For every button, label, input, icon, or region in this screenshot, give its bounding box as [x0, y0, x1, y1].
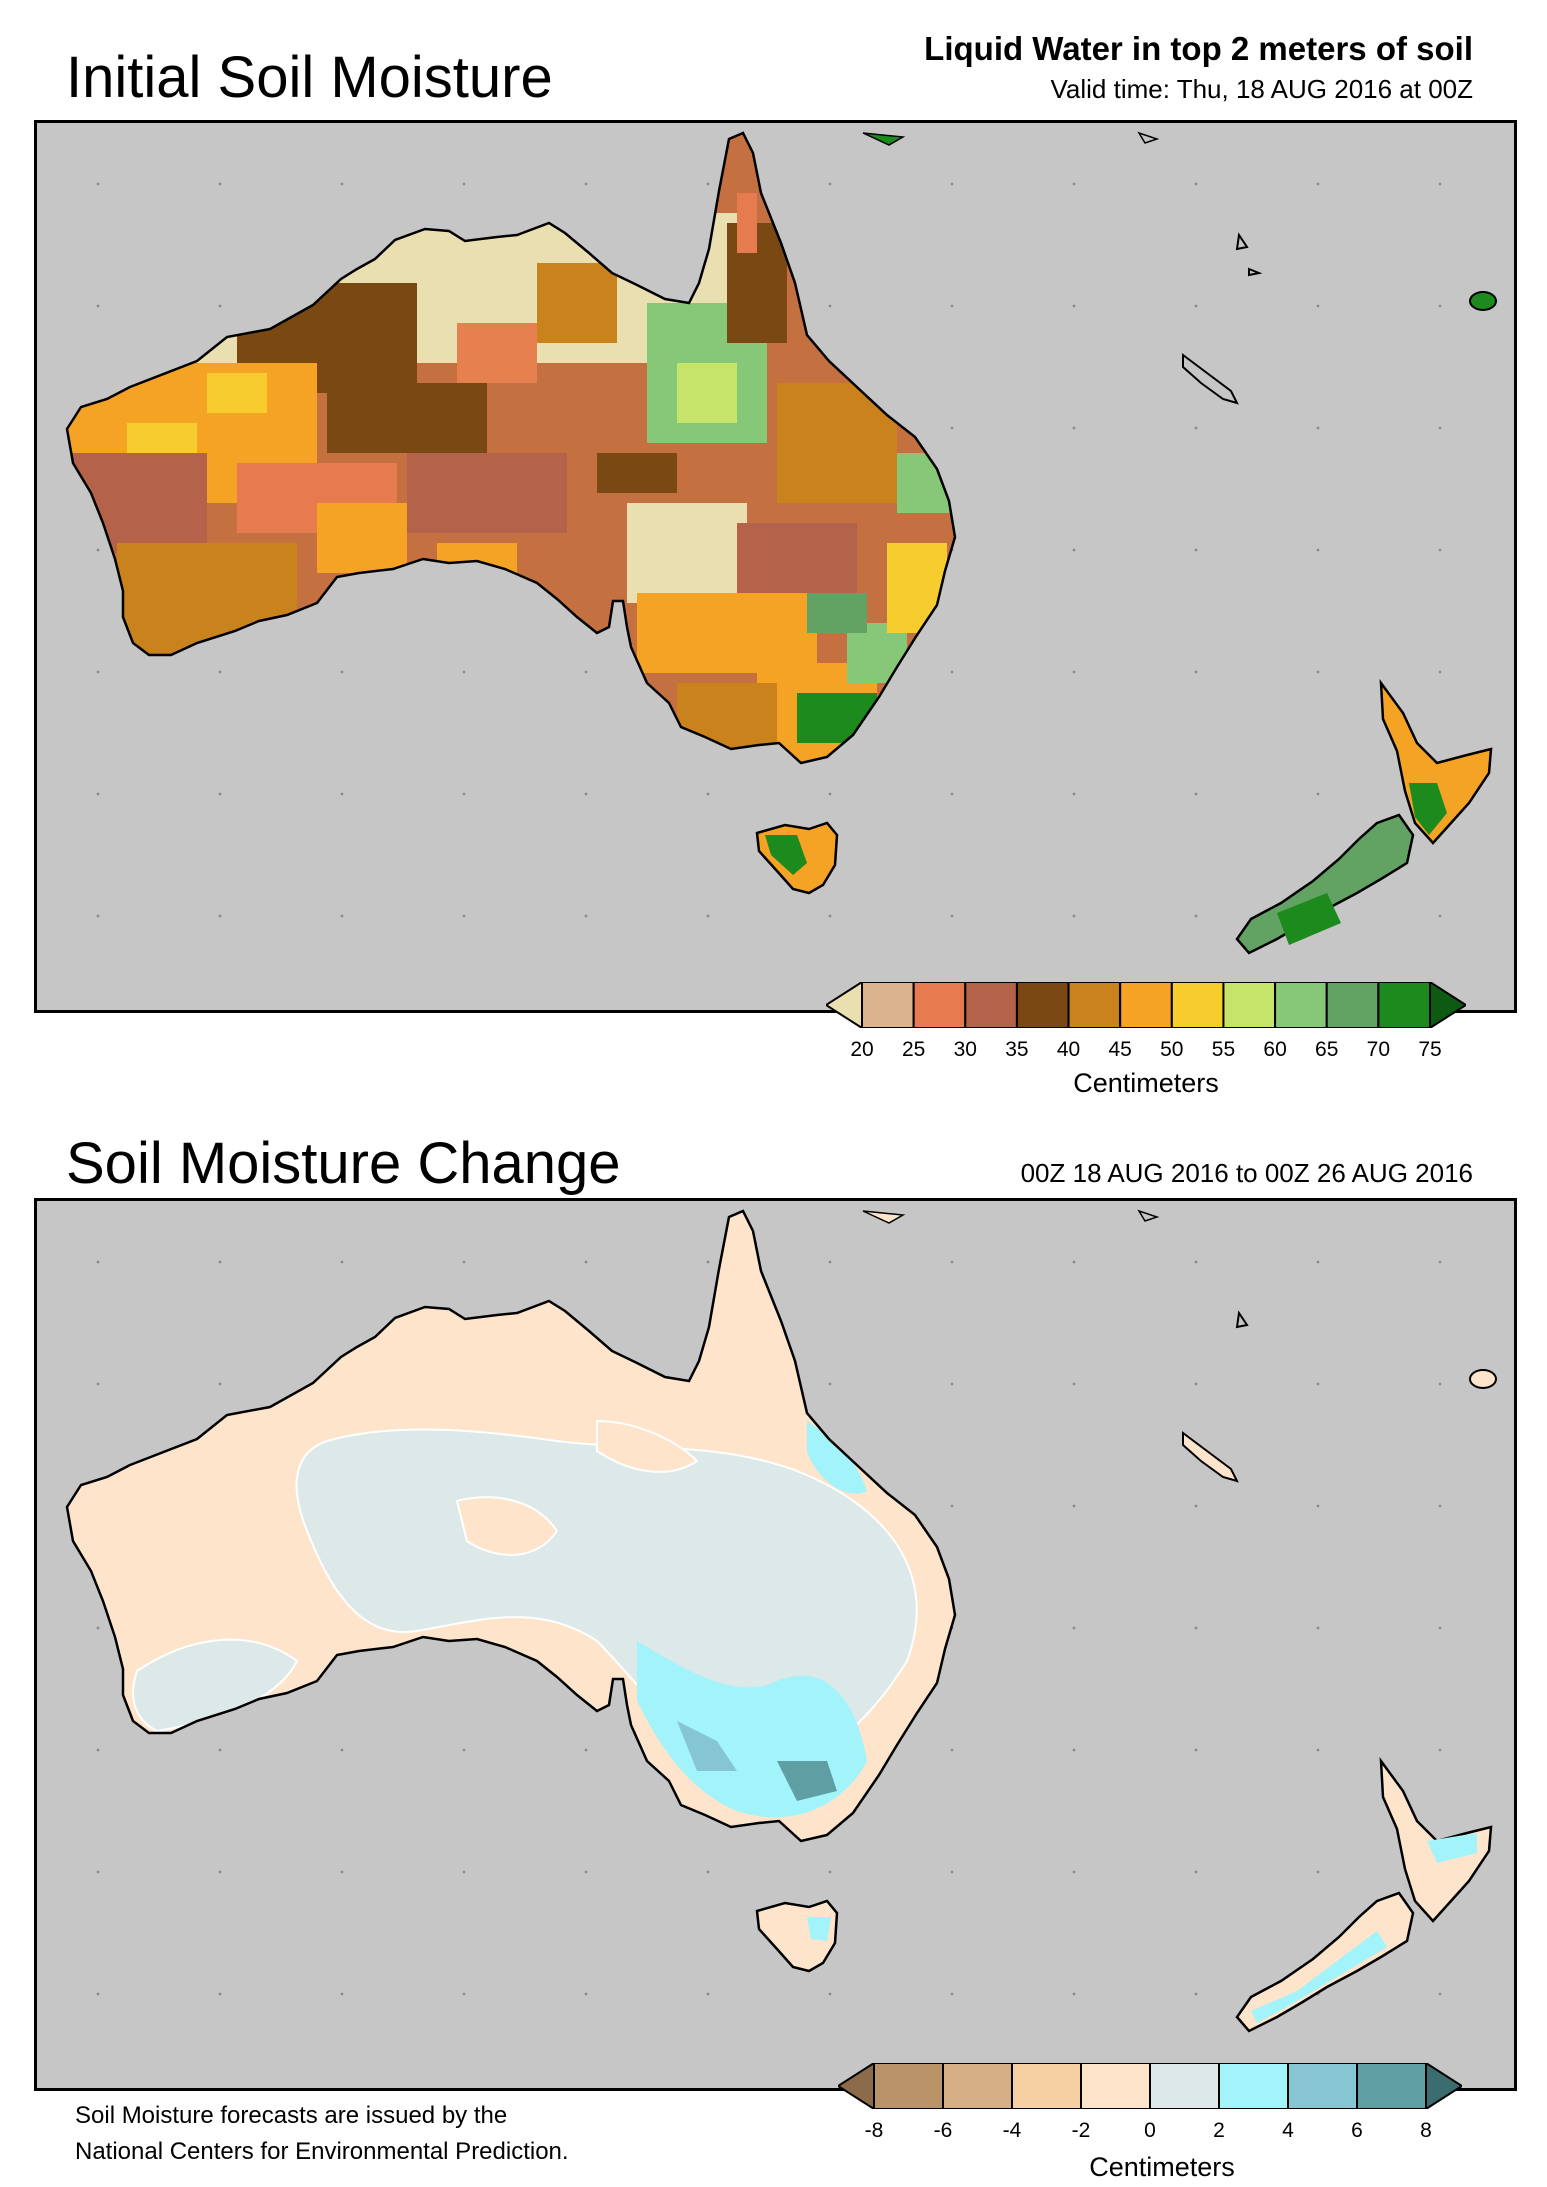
colorbar-swatch — [1015, 981, 1070, 1029]
bottom-panel-period: 00Z 18 AUG 2016 to 00Z 26 AUG 2016 — [1021, 1158, 1473, 1189]
colorbar-tick-label: 4 — [1282, 2119, 1294, 2142]
colorbar-swatch — [1429, 980, 1468, 1030]
bottom-map-frame — [34, 1198, 1517, 2091]
colorbar-tick-label: 35 — [1005, 1038, 1029, 1061]
colorbar-swatch — [1274, 981, 1328, 1029]
colorbar-tick-label: -2 — [1071, 2119, 1091, 2142]
colorbar-tick-label: 45 — [1108, 1038, 1132, 1061]
colorbar-swatch — [1222, 981, 1277, 1029]
bottom-panel-period-text: 00Z 18 AUG 2016 to 00Z 26 AUG 2016 — [1020, 1158, 1473, 1188]
colorbar-tick-label: 55 — [1211, 1038, 1236, 1061]
colorbar-swatch — [942, 2062, 1013, 2110]
top-map — [37, 123, 1514, 1010]
colorbar-swatch — [1080, 2062, 1151, 2110]
colorbar-tick-label: 65 — [1315, 1038, 1339, 1061]
colorbar-swatch — [1119, 981, 1173, 1029]
colorbar-swatch — [1067, 981, 1122, 1029]
colorbar-swatch — [1287, 2062, 1358, 2110]
bottom-panel-title: Soil Moisture Change — [66, 1131, 621, 1196]
top-panel-title: Initial Soil Moisture — [66, 45, 553, 110]
colorbar-tick-label: 2 — [1213, 2119, 1225, 2142]
colorbar-swatch — [1425, 2061, 1464, 2111]
footer-line-1: Soil Moisture forecasts are issued by th… — [75, 2102, 508, 2129]
colorbar-tick-label: -8 — [864, 2119, 884, 2142]
footer-note: Soil Moisture forecasts are issued by th… — [75, 2098, 569, 2170]
top-colorbar-swatches — [824, 980, 1468, 1030]
top-panel-valid-time: Valid time: Thu, 18 AUG 2016 at 00Z — [1050, 74, 1474, 104]
colorbar-tick-label: -4 — [1002, 2119, 1022, 2142]
colorbar-swatch — [836, 2061, 875, 2111]
nz-south-bottom — [1235, 1891, 1415, 2033]
top-panel-variable: Liquid Water in top 2 meters of soil — [924, 30, 1473, 67]
top-panel-subheading: Liquid Water in top 2 meters of soil Val… — [924, 30, 1473, 105]
colorbar-tick-label: 6 — [1351, 2119, 1363, 2142]
colorbar-tick-label: 40 — [1056, 1038, 1081, 1061]
colorbar-tick-label: 30 — [953, 1038, 977, 1061]
colorbar-swatch — [824, 980, 863, 1030]
colorbar-swatch — [964, 981, 1018, 1029]
colorbar-tick-label: 25 — [901, 1038, 926, 1061]
footer-line-2: National Centers for Environmental Predi… — [75, 2138, 569, 2165]
colorbar-swatch — [1356, 2062, 1427, 2110]
bottom-colorbar — [836, 2061, 1464, 2111]
colorbar-swatch — [1377, 981, 1432, 1029]
colorbar-swatch — [873, 2062, 944, 2110]
colorbar-swatch — [861, 981, 915, 1029]
new-caledonia-bottom — [1182, 1431, 1239, 1483]
colorbar-tick-label: 0 — [1144, 2119, 1156, 2142]
colorbar-swatch — [1170, 981, 1225, 1029]
new-caledonia-top — [1182, 353, 1239, 405]
colorbar-tick-label: 75 — [1418, 1038, 1442, 1061]
top-colorbar — [824, 980, 1468, 1030]
colorbar-tick-label: -6 — [933, 2119, 953, 2142]
bottom-colorbar-swatches — [836, 2061, 1464, 2111]
colorbar-swatch — [1011, 2062, 1082, 2110]
top-map-frame — [34, 120, 1517, 1013]
nz-north-top — [1379, 678, 1493, 845]
colorbar-swatch — [1325, 981, 1380, 1029]
colorbar-tick-label: 60 — [1263, 1038, 1287, 1061]
colorbar-swatch — [1218, 2062, 1289, 2110]
top-colorbar-units: Centimeters — [1073, 1068, 1219, 1098]
colorbar-tick-label: 50 — [1160, 1038, 1184, 1061]
colorbar-swatch — [912, 981, 967, 1029]
bottom-map — [37, 1201, 1514, 2088]
colorbar-swatch — [1149, 2062, 1220, 2110]
bottom-colorbar-units: Centimeters — [1089, 2152, 1235, 2182]
colorbar-tick-label: 70 — [1366, 1038, 1391, 1061]
colorbar-tick-label: 20 — [850, 1038, 874, 1061]
colorbar-tick-label: 8 — [1420, 2119, 1432, 2142]
